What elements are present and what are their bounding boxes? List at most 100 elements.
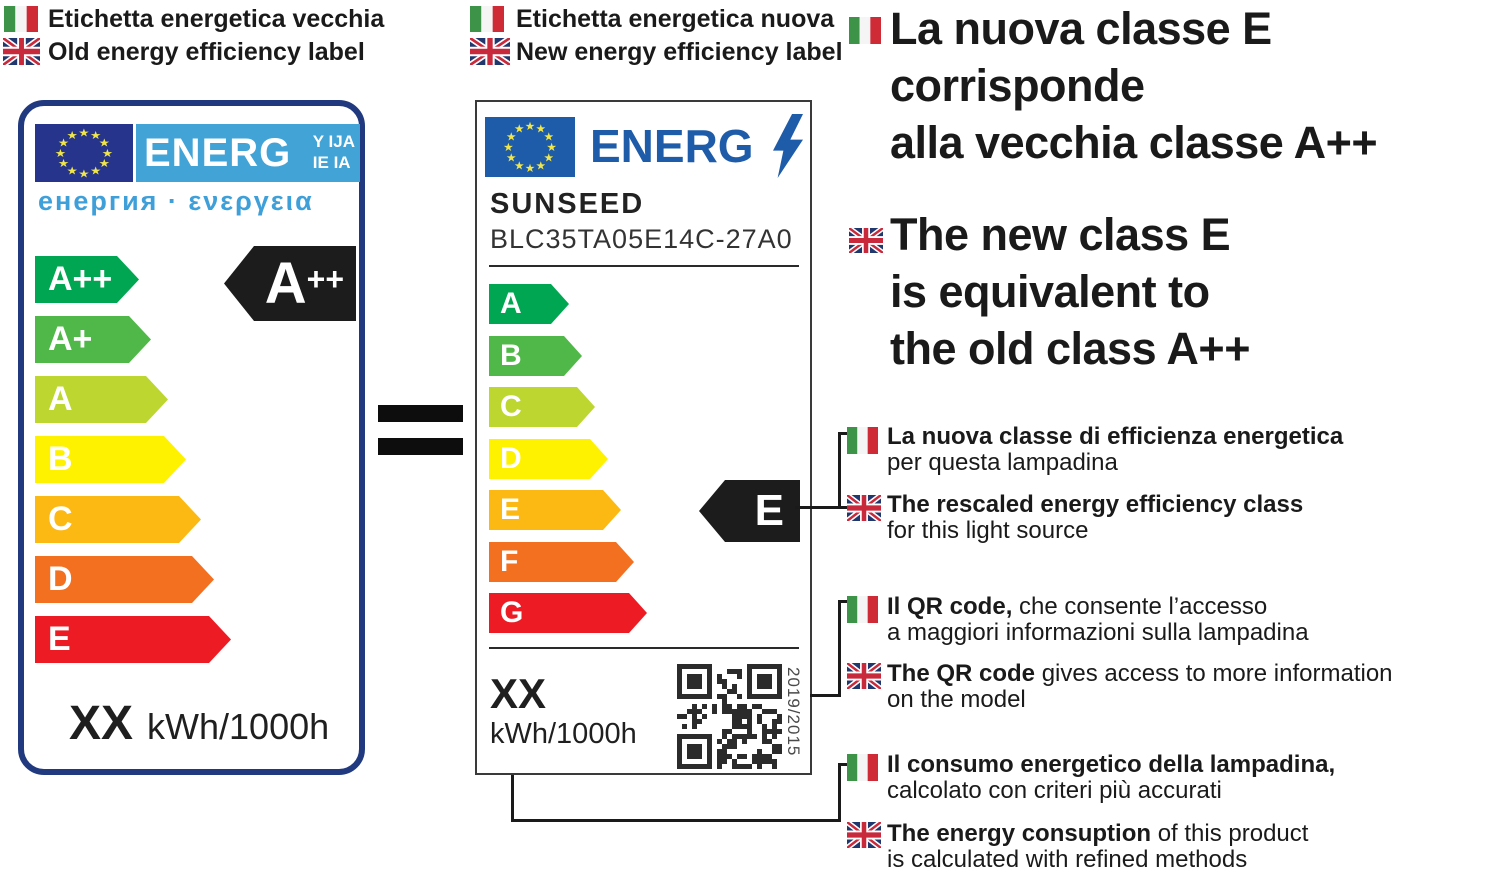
new-rating-arrow: E (699, 480, 800, 542)
consumption-value: XX (69, 697, 134, 750)
uk-flag-icon (847, 495, 881, 521)
connector-line (810, 694, 841, 697)
class-arrow-b: B (35, 436, 186, 483)
energy-multilingual-subtitle: енергия · ενεργεια (38, 186, 314, 216)
lightning-bolt-icon (773, 114, 803, 178)
class-arrow-d: D (35, 556, 214, 603)
energ-text: ENERG (590, 120, 754, 172)
separator-line (489, 647, 799, 649)
class-arrow-a: A (489, 284, 569, 324)
class-arrow-c: C (489, 387, 595, 427)
equals-sign-bar (378, 438, 463, 455)
consumption-unit: kWh/1000h (147, 706, 330, 747)
eu-flag: ★ ★ ★ ★ ★ ★ ★ ★ ★ ★ ★ ★ (485, 117, 575, 177)
energ-banner: ENERG Y IJA IE IA (136, 124, 360, 182)
connector-line (838, 432, 841, 509)
qr-code (677, 664, 782, 769)
svg-text:★: ★ (543, 131, 553, 143)
old-label-header-it: Etichetta energetica vecchia (48, 5, 385, 33)
class-arrow-b: B (489, 336, 582, 376)
svg-text:★: ★ (514, 124, 524, 136)
svg-text:★: ★ (506, 153, 516, 165)
qr-explanation-it: Il QR code, che consente l’accesso a mag… (887, 593, 1309, 646)
connector-line (838, 432, 847, 435)
class-letter: D (48, 560, 73, 598)
class-letter: A (48, 380, 73, 418)
class-letter: E (48, 620, 71, 658)
class-letter: A (500, 287, 522, 320)
italy-flag-icon (849, 17, 881, 44)
class-arrow-f: F (489, 542, 634, 582)
italy-flag-icon (847, 427, 878, 454)
class-arrow-d: D (489, 439, 608, 479)
italy-flag-icon (847, 596, 878, 623)
model-number: BLC35TA05E14C-27A0 (490, 224, 793, 254)
svg-text:★: ★ (536, 160, 546, 172)
consumption-explanation-it: Il consumo energetico della lampadina, c… (887, 751, 1336, 804)
italy-flag-icon (4, 6, 38, 32)
class-letter: B (48, 440, 73, 478)
connector-line (838, 763, 841, 822)
class-letter: D (500, 442, 522, 475)
qr-explanation-en: The QR code gives access to more informa… (887, 660, 1393, 713)
svg-text:★: ★ (536, 124, 546, 136)
separator-line (489, 265, 799, 267)
uk-flag-icon (3, 38, 40, 65)
class-arrow-e: E (489, 490, 621, 530)
svg-text:★: ★ (67, 164, 78, 177)
new-label-header-en: New energy efficiency label (516, 38, 843, 66)
class-letter: F (500, 545, 519, 578)
connector-line (838, 600, 841, 697)
class-arrow-g: G (489, 593, 647, 633)
old-rating-arrow: A ++ (224, 246, 356, 321)
svg-text:★: ★ (78, 167, 89, 180)
svg-text:★: ★ (99, 136, 110, 149)
connector-line (511, 819, 841, 822)
eu-flag: ★ ★ ★ ★ ★ ★ ★ ★ ★ ★ ★ ★ (35, 124, 133, 182)
class-explanation-en: The rescaled energy efficiency class for… (887, 491, 1304, 544)
svg-text:★: ★ (506, 131, 516, 143)
svg-text:★: ★ (514, 160, 524, 172)
consumption-explanation-en: The energy consuption of this product is… (887, 820, 1309, 873)
svg-text:★: ★ (55, 147, 66, 160)
brand-name: SUNSEED (490, 188, 645, 220)
svg-text:★: ★ (546, 142, 556, 154)
class-explanation-it: La nuova classe di efficienza energetica… (887, 423, 1344, 476)
class-letter: C (48, 500, 73, 538)
class-arrow-e: E (35, 616, 231, 663)
svg-text:★: ★ (58, 136, 69, 149)
svg-text:★: ★ (58, 157, 69, 170)
connector-line (795, 506, 847, 509)
uk-flag-icon (470, 38, 510, 65)
main-message-en: The new class E is equivalent to the old… (890, 209, 1250, 374)
svg-text:★: ★ (90, 164, 101, 177)
consumption-unit: kWh/1000h (490, 718, 637, 750)
class-arrow-a: A (35, 376, 168, 423)
old-consumption: XX kWh/1000h (69, 696, 329, 751)
new-label-header-it: Etichetta energetica nuova (516, 5, 835, 33)
svg-text:★: ★ (525, 163, 535, 175)
svg-text:★: ★ (102, 147, 113, 160)
class-letter: B (500, 339, 522, 372)
svg-text:★: ★ (503, 142, 513, 154)
connector-line (838, 763, 847, 766)
class-letter: A+ (48, 320, 93, 358)
class-arrow-a-plus-plus: A++ (35, 256, 139, 303)
main-message-it: La nuova classe E corrisponde alla vecch… (890, 3, 1378, 168)
svg-text:★: ★ (525, 121, 535, 133)
class-arrow-a-plus: A+ (35, 316, 151, 363)
equals-sign-bar (378, 405, 463, 422)
class-letter: C (500, 390, 522, 423)
uk-flag-icon (847, 822, 881, 848)
svg-text:★: ★ (99, 157, 110, 170)
class-letter: A++ (48, 260, 113, 298)
uk-flag-icon (847, 663, 881, 689)
class-letter: E (500, 493, 521, 526)
connector-line (511, 775, 514, 822)
italy-flag-icon (470, 6, 504, 32)
uk-flag-icon (849, 228, 883, 253)
class-letter: G (500, 596, 524, 629)
svg-text:★: ★ (90, 129, 101, 142)
energ-text: ENERG (144, 131, 292, 175)
